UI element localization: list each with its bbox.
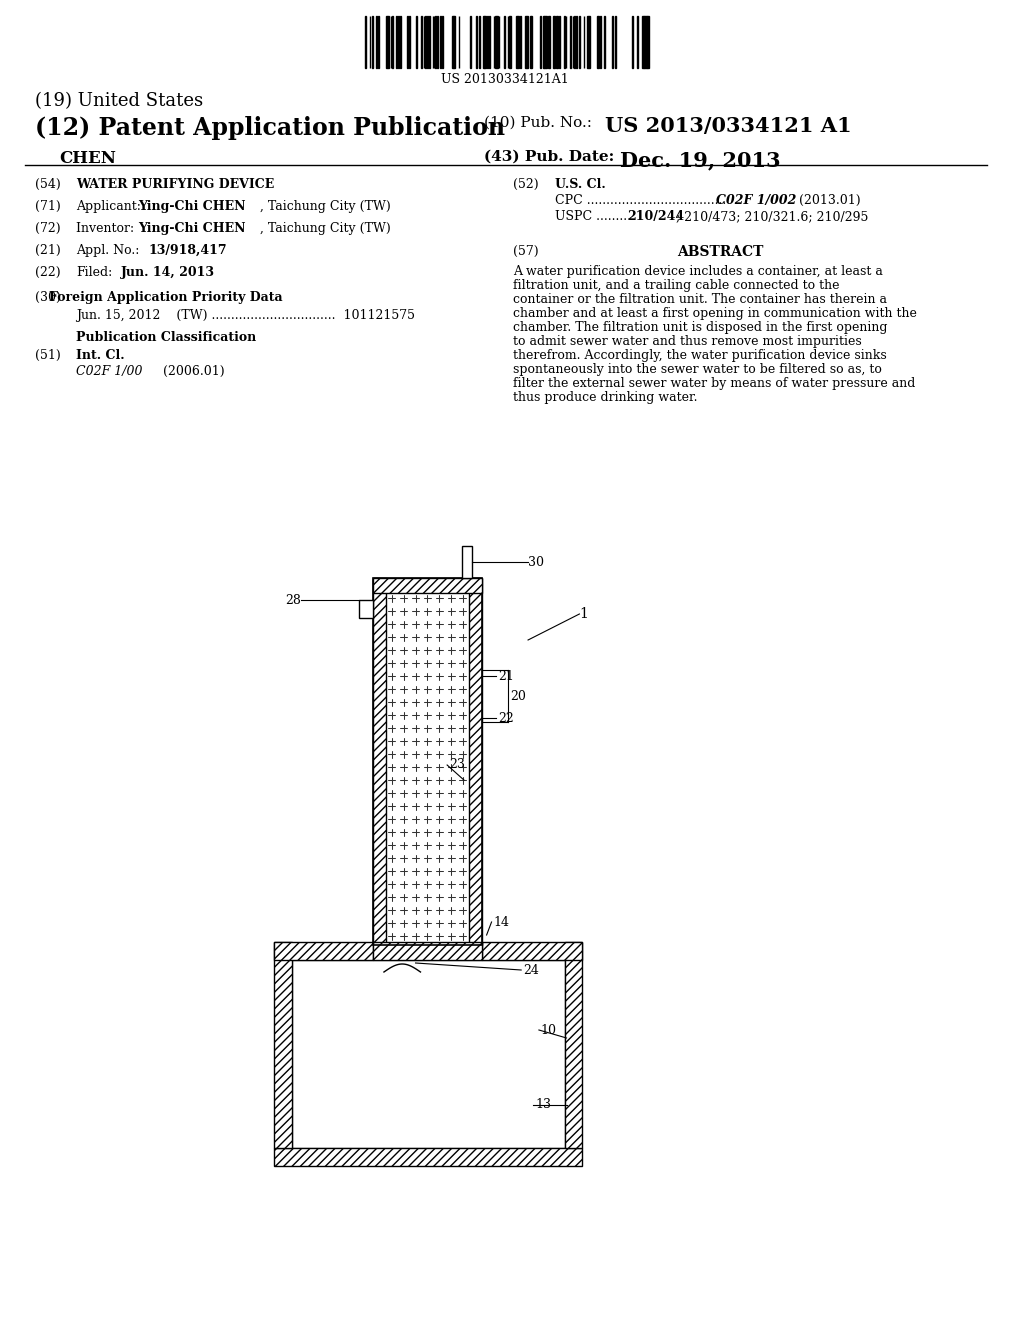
Bar <box>399 16 401 69</box>
Text: , Taichung City (TW): , Taichung City (TW) <box>260 201 390 213</box>
Text: chamber. The filtration unit is disposed in the first opening: chamber. The filtration unit is disposed… <box>513 321 888 334</box>
Bar <box>373 578 481 593</box>
Text: ABSTRACT: ABSTRACT <box>677 246 764 259</box>
Bar <box>597 16 599 69</box>
Bar <box>386 16 388 69</box>
Text: Foreign Application Priority Data: Foreign Application Priority Data <box>49 290 283 304</box>
Text: container or the filtration unit. The container has therein a: container or the filtration unit. The co… <box>513 293 887 306</box>
Text: Ying-Chi CHEN: Ying-Chi CHEN <box>138 222 246 235</box>
Text: US 20130334121A1: US 20130334121A1 <box>441 73 569 86</box>
Text: 22: 22 <box>499 711 514 725</box>
Text: Filed:: Filed: <box>76 267 113 279</box>
Text: 210/244: 210/244 <box>627 210 684 223</box>
Text: C02F 1/00: C02F 1/00 <box>76 366 142 378</box>
Text: CHEN: CHEN <box>59 150 116 168</box>
Bar <box>642 16 644 69</box>
Bar <box>372 16 373 69</box>
Bar <box>373 942 481 960</box>
Bar <box>462 546 472 578</box>
Bar <box>487 16 488 69</box>
Bar <box>484 16 486 69</box>
Text: 14: 14 <box>494 916 510 928</box>
Bar <box>545 16 548 69</box>
Text: 13/918,417: 13/918,417 <box>148 244 226 257</box>
Bar <box>516 16 518 69</box>
Bar <box>292 960 564 1148</box>
Text: U.S. Cl.: U.S. Cl. <box>555 178 605 191</box>
Text: Jun. 15, 2012    (TW) ................................  101121575: Jun. 15, 2012 (TW) .....................… <box>76 309 415 322</box>
Text: (54): (54) <box>35 178 60 191</box>
Text: (57): (57) <box>513 246 539 257</box>
Text: (72): (72) <box>35 222 60 235</box>
Bar <box>469 578 481 945</box>
Bar <box>559 16 560 69</box>
Text: spontaneously into the sewer water to be filtered so as, to: spontaneously into the sewer water to be… <box>513 363 882 376</box>
Text: to admit sewer water and thus remove most impurities: to admit sewer water and thus remove mos… <box>513 335 862 348</box>
Bar <box>509 16 511 69</box>
Text: (71): (71) <box>35 201 60 213</box>
Bar <box>396 16 397 69</box>
Text: 20: 20 <box>510 690 526 704</box>
Text: 21: 21 <box>499 669 514 682</box>
Text: 1: 1 <box>580 607 588 620</box>
Bar <box>386 578 469 945</box>
Text: , Taichung City (TW): , Taichung City (TW) <box>260 222 390 235</box>
Text: (12) Patent Application Publication: (12) Patent Application Publication <box>35 116 505 140</box>
Text: (2013.01): (2013.01) <box>800 194 861 207</box>
Bar <box>274 942 292 1148</box>
Text: 23: 23 <box>450 759 465 771</box>
Bar <box>525 16 527 69</box>
Bar <box>588 16 591 69</box>
Bar <box>373 578 386 945</box>
Text: thus produce drinking water.: thus produce drinking water. <box>513 391 697 404</box>
Text: (52): (52) <box>513 178 539 191</box>
Bar <box>373 578 481 945</box>
Text: (10) Pub. No.:: (10) Pub. No.: <box>483 116 592 129</box>
Bar <box>632 16 633 69</box>
Text: (21): (21) <box>35 244 60 257</box>
Text: (19) United States: (19) United States <box>35 92 203 110</box>
Text: 10: 10 <box>541 1023 557 1036</box>
Bar <box>647 16 648 69</box>
Text: chamber and at least a first opening in communication with the: chamber and at least a first opening in … <box>513 308 918 319</box>
Text: (2006.01): (2006.01) <box>163 366 224 378</box>
Bar <box>553 16 555 69</box>
Text: filtration unit, and a trailing cable connected to the: filtration unit, and a trailing cable co… <box>513 279 840 292</box>
Bar <box>496 16 498 69</box>
Text: C02F 1/002: C02F 1/002 <box>716 194 796 207</box>
Text: CPC ....................................: CPC .................................... <box>555 194 726 207</box>
Text: 30: 30 <box>528 556 544 569</box>
Text: Dec. 19, 2013: Dec. 19, 2013 <box>620 150 780 170</box>
Text: 24: 24 <box>523 964 539 977</box>
Text: filter the external sewer water by means of water pressure and: filter the external sewer water by means… <box>513 378 915 389</box>
Bar <box>359 601 373 618</box>
Text: Ying-Chi CHEN: Ying-Chi CHEN <box>138 201 246 213</box>
Text: (43) Pub. Date:: (43) Pub. Date: <box>483 150 614 164</box>
Bar <box>274 1148 583 1166</box>
Bar <box>564 942 583 1148</box>
Text: Applicant:: Applicant: <box>76 201 148 213</box>
Bar <box>274 942 373 960</box>
Bar <box>548 16 550 69</box>
Text: Inventor:: Inventor: <box>76 222 146 235</box>
Text: Jun. 14, 2013: Jun. 14, 2013 <box>122 267 215 279</box>
Text: (51): (51) <box>35 348 60 362</box>
Text: USPC .........: USPC ......... <box>555 210 631 223</box>
Text: therefrom. Accordingly, the water purification device sinks: therefrom. Accordingly, the water purifi… <box>513 348 887 362</box>
Text: 13: 13 <box>535 1098 551 1111</box>
Bar <box>644 16 646 69</box>
Bar <box>556 16 558 69</box>
Text: ; 210/473; 210/321.6; 210/295: ; 210/473; 210/321.6; 210/295 <box>676 210 868 223</box>
Text: WATER PURIFYING DEVICE: WATER PURIFYING DEVICE <box>76 178 274 191</box>
Bar <box>481 942 583 960</box>
Text: (22): (22) <box>35 267 60 279</box>
Text: Int. Cl.: Int. Cl. <box>76 348 125 362</box>
Text: A water purification device includes a container, at least a: A water purification device includes a c… <box>513 265 883 279</box>
Text: (30): (30) <box>35 290 60 304</box>
Text: Appl. No.:: Appl. No.: <box>76 244 147 257</box>
Text: US 2013/0334121 A1: US 2013/0334121 A1 <box>605 116 852 136</box>
Bar <box>470 16 471 69</box>
Text: Publication Classification: Publication Classification <box>76 331 256 345</box>
Text: 28: 28 <box>285 594 301 606</box>
